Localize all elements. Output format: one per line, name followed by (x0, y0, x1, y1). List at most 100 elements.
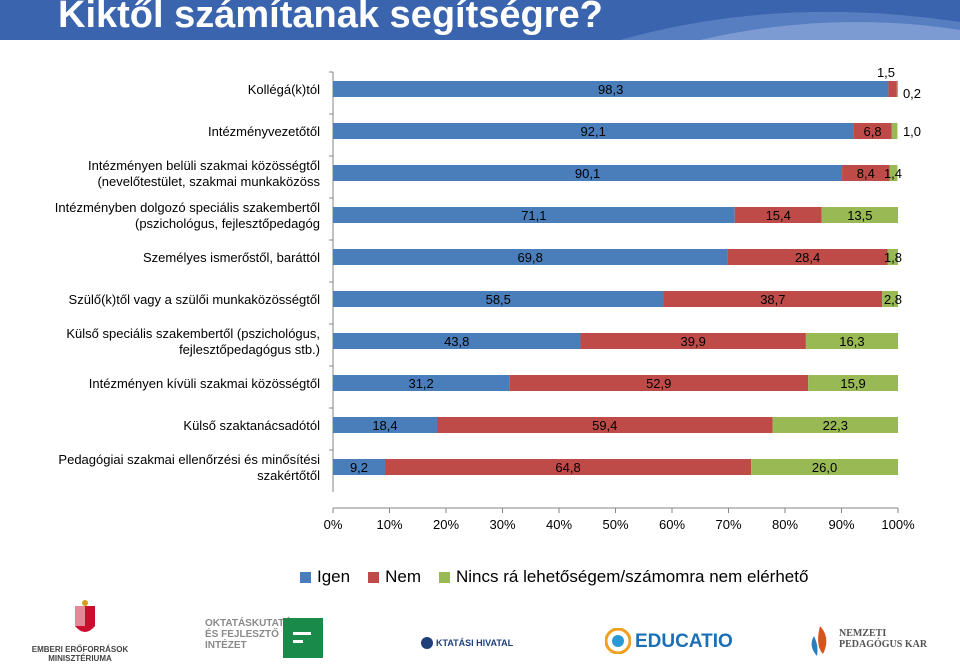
bar-segment (808, 375, 898, 391)
x-tick-label: 20% (433, 517, 459, 532)
data-label: 31,2 (408, 376, 433, 391)
bar-segment (333, 207, 735, 223)
data-label: 52,9 (646, 376, 671, 391)
bar-segment (333, 81, 889, 97)
x-tick-label: 40% (546, 517, 572, 532)
legend-item-nincs: Nincs rá lehetőségem/számomra nem elérhe… (439, 567, 808, 587)
data-label: 71,1 (521, 208, 546, 223)
data-label: 1,8 (884, 250, 902, 265)
emberi-eroforrasok-logo: EMBERI ERŐFORRÁSOK MINISZTÉRIUMA (30, 600, 140, 666)
oktatasi-hivatal-mark-icon (421, 637, 433, 649)
legend-item-nem: Nem (368, 567, 421, 587)
ofi-mark-icon (283, 618, 323, 658)
category-label: Intézményben dolgozó speciális szakember… (55, 200, 320, 231)
title-band-background (0, 0, 960, 40)
category-label: Intézményvezetőtől (208, 124, 320, 139)
bar-segment (751, 459, 898, 475)
bar-segment (891, 123, 898, 139)
data-label: 15,4 (766, 208, 791, 223)
bar-segment (333, 417, 437, 433)
oktatasi-hivatal-logo: KTATÁSI HIVATAL (420, 634, 530, 658)
legend-label-igen: Igen (317, 567, 351, 586)
x-tick-label: 70% (715, 517, 741, 532)
bar-segment (772, 417, 898, 433)
bar-segment (805, 333, 898, 349)
data-label: 39,9 (681, 334, 706, 349)
x-tick-label: 60% (659, 517, 685, 532)
bar-segment (727, 249, 888, 265)
data-label: 69,8 (518, 250, 543, 265)
bar-segment (888, 81, 897, 97)
bar-segment (580, 333, 806, 349)
bar-segment (333, 123, 854, 139)
ofi-logo: OKTATÁSKUTATÓ ÉS FEJLESZTŐ INTÉZET (205, 618, 335, 666)
data-label: 9,2 (350, 460, 368, 475)
category-label: Pedagógiai szakmai ellenőrzési és minősí… (58, 452, 320, 483)
educatio-mark-icon (605, 628, 631, 654)
nemzeti-pedagogus-kar-logo: NEMZETI PEDAGÓGUS KAR (805, 624, 945, 664)
bar-segment (333, 165, 843, 181)
category-label: Külső speciális szakembertől (pszichológ… (66, 326, 320, 357)
bar-segment (887, 249, 898, 265)
educatio-text: EDUCATIO (635, 631, 733, 652)
footer-logos: EMBERI ERŐFORRÁSOK MINISZTÉRIUMA OKTATÁS… (0, 596, 960, 666)
x-tick-label: 10% (376, 517, 402, 532)
bar-segment (853, 123, 892, 139)
bar-segment (333, 375, 510, 391)
legend-label-nem: Nem (385, 567, 421, 586)
data-label: 22,3 (823, 418, 848, 433)
x-tick-label: 100% (881, 517, 915, 532)
x-tick-label: 30% (489, 517, 515, 532)
category-label: Szülő(k)től vagy a szülői munkaközösségt… (69, 292, 321, 307)
oktatasi-hivatal-text: KTATÁSI HIVATAL (436, 638, 514, 648)
chart-legend: Igen Nem Nincs rá lehetőségem/számomra n… (300, 564, 826, 590)
data-label: 1,0 (903, 124, 921, 139)
data-label: 58,5 (486, 292, 511, 307)
category-label: Kollégá(k)tól (248, 82, 320, 97)
bar-segment (333, 333, 581, 349)
bar-segment (436, 417, 773, 433)
hungarian-coat-of-arms-icon (75, 600, 95, 632)
emberi-eroforrasok-text: EMBERI ERŐFORRÁSOK MINISZTÉRIUMA (31, 645, 129, 663)
bar-segment (333, 459, 385, 475)
data-label: 0,2 (903, 86, 921, 101)
title-band: Kiktől számítanak segítségre? (0, 0, 960, 40)
data-label: 1,5 (877, 65, 895, 80)
category-label: Személyes ismerőstől, baráttól (143, 250, 320, 265)
x-tick-label: 0% (324, 517, 343, 532)
data-label: 1,4 (884, 166, 902, 181)
x-tick-label: 80% (772, 517, 798, 532)
category-label: Külső szaktanácsadótól (183, 418, 320, 433)
legend-swatch-nem (368, 571, 380, 583)
category-label: Intézményen belüli szakmai közösségtől (n… (88, 158, 320, 189)
page-title: Kiktől számítanak segítségre? (58, 0, 603, 36)
data-label: 16,3 (839, 334, 864, 349)
data-label: 8,4 (857, 166, 875, 181)
nemzeti-pedagogus-kar-text: NEMZETI PEDAGÓGUS KAR (839, 628, 928, 650)
data-label: 26,0 (812, 460, 837, 475)
legend-swatch-igen (300, 571, 311, 583)
nemzeti-pedagogus-kar-flame-icon (811, 626, 827, 656)
data-label: 18,4 (372, 418, 397, 433)
educatio-logo: EDUCATIO (605, 624, 733, 658)
bar-segment (734, 207, 822, 223)
data-label: 90,1 (575, 166, 600, 181)
data-label: 92,1 (581, 124, 606, 139)
bar-segment (896, 81, 898, 97)
category-label: Intézményen kívüli szakmai közösségtől (89, 376, 320, 391)
bar-segment (882, 291, 898, 307)
data-label: 59,4 (592, 418, 617, 433)
data-label: 2,8 (884, 292, 902, 307)
data-label: 15,9 (840, 376, 865, 391)
data-label: 28,4 (795, 250, 820, 265)
bar-segment (663, 291, 883, 307)
legend-item-igen: Igen (300, 567, 350, 587)
bar-segment (509, 375, 809, 391)
data-label: 13,5 (847, 208, 872, 223)
bar-segment (333, 291, 664, 307)
data-label: 64,8 (555, 460, 580, 475)
legend-swatch-nincs (439, 571, 450, 583)
stacked-bar-chart: Kollégá(k)tól 98,3 1,5 0,2 Intézményvezetőtő… (55, 65, 921, 532)
bar-segment (384, 459, 752, 475)
data-label: 98,3 (598, 82, 623, 97)
